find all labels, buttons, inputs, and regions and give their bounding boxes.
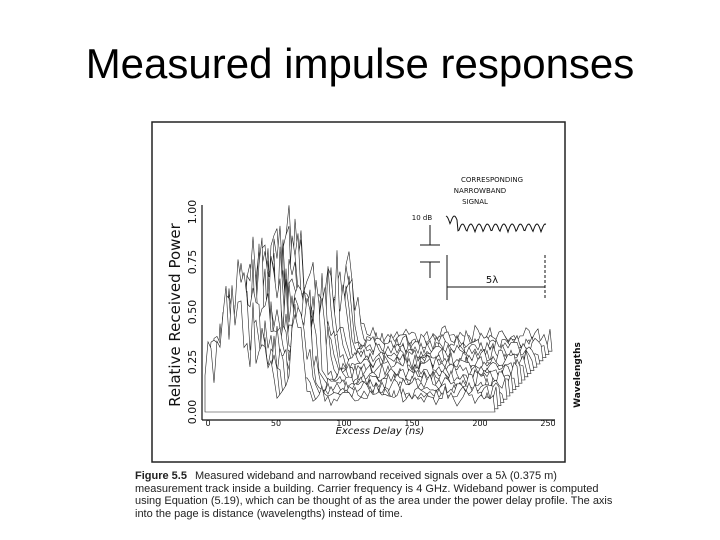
inset-scale: 10 dB [412, 214, 433, 222]
x-tick-label: 150 [404, 419, 419, 428]
inset-title: SIGNAL [462, 198, 488, 206]
y-tick-label: 0.25 [186, 350, 199, 375]
slide-title: Measured impulse responses [85, 40, 635, 87]
y-axis-label: Relative Received Power [166, 222, 184, 406]
figure: Relative Received Power Excess Delay (ns… [151, 121, 583, 463]
inset-span: 5λ [486, 275, 498, 286]
x-tick-label: 50 [271, 419, 281, 428]
x-axis-label: Excess Delay (ns) [336, 426, 425, 437]
waterfall [204, 205, 553, 413]
x-tick-label: 200 [472, 419, 487, 428]
caption-text: Measured wideband and narrowband receive… [135, 470, 613, 520]
x-tick-label: 100 [336, 419, 351, 428]
inset-title: NARROWBAND [454, 187, 506, 195]
y-tick-label: 0.75 [186, 250, 199, 275]
depth-axis-label: Wavelengths [573, 342, 583, 408]
y-tick-label: 0.00 [186, 400, 199, 425]
inset-title: CORRESPONDING [461, 176, 523, 184]
trace [204, 285, 496, 413]
caption-label: Figure 5.5 [135, 470, 187, 482]
x-tick-label: 0 [205, 419, 210, 428]
x-tick-label: 250 [540, 419, 555, 428]
y-tick-label: 1.00 [186, 200, 199, 225]
figure-caption: Figure 5.5 Measured wideband and narrowba… [135, 470, 625, 520]
narrowband-signal [445, 215, 547, 234]
y-tick-label: 0.50 [186, 300, 199, 325]
